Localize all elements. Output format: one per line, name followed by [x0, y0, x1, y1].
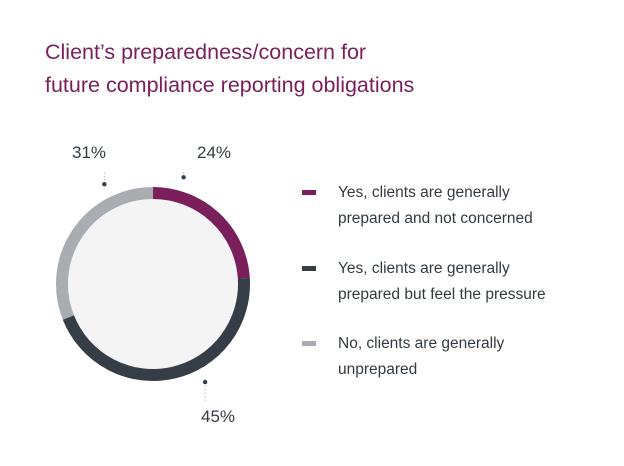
legend-label-line-2: unprepared — [338, 361, 418, 378]
donut-slice — [56, 187, 154, 320]
leader-dot — [181, 175, 186, 180]
legend-item-feel-pressure: Yes, clients are generally prepared but … — [302, 256, 612, 308]
chart-legend: Yes, clients are generally prepared and … — [302, 180, 612, 407]
data-label: 24% — [197, 143, 231, 162]
chart-title-line-1: Client’s preparedness/concern for — [45, 40, 367, 64]
donut-center — [62, 193, 244, 375]
legend-label-line-1: Yes, clients are generally — [338, 260, 510, 277]
legend-swatch-feel-pressure — [302, 266, 316, 271]
leader-dot — [202, 379, 208, 385]
data-label: 45% — [201, 407, 235, 426]
donut-slice — [62, 277, 250, 381]
legend-swatch-unprepared — [302, 341, 316, 346]
data-label: 31% — [72, 143, 106, 162]
legend-item-unprepared: No, clients are generally unprepared — [302, 331, 612, 383]
legend-swatch-not-concerned — [302, 190, 316, 195]
legend-item-not-concerned: Yes, clients are generally prepared and … — [302, 180, 612, 232]
legend-label-line-2: prepared but feel the pressure — [338, 286, 546, 303]
leader-dot — [102, 182, 107, 187]
chart-title-line-2: future compliance reporting obligations — [45, 73, 415, 97]
legend-label-line-1: Yes, clients are generally — [338, 184, 510, 201]
legend-label-line-1: No, clients are generally — [338, 335, 505, 352]
legend-label-line-2: prepared and not concerned — [338, 210, 533, 227]
donut-slice — [152, 187, 250, 279]
chart-title: Client’s preparedness/concern for future… — [45, 36, 565, 102]
